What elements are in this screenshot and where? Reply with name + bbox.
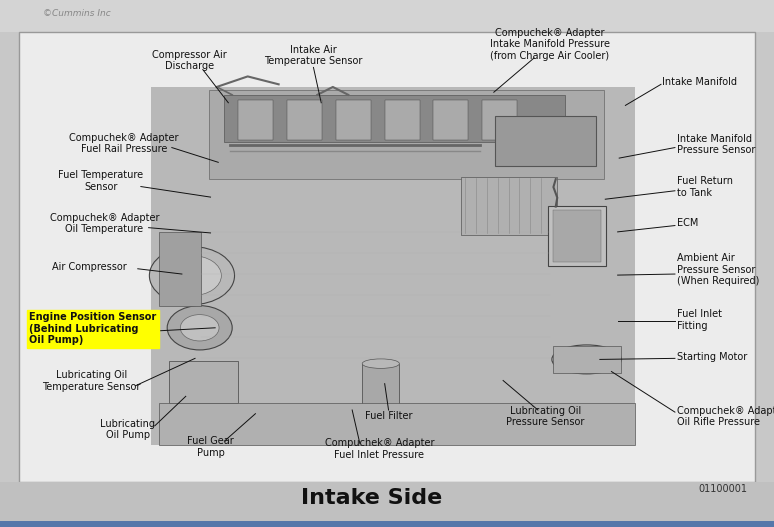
Text: Fuel Gear
Pump: Fuel Gear Pump	[187, 436, 234, 457]
Bar	[159, 232, 201, 306]
Bar	[362, 364, 399, 408]
Text: Fuel Filter: Fuel Filter	[365, 412, 413, 421]
Text: Fuel Temperature
Sensor: Fuel Temperature Sensor	[58, 170, 143, 191]
Circle shape	[180, 315, 219, 341]
Text: Intake Manifold: Intake Manifold	[662, 77, 737, 86]
Bar	[385, 100, 420, 140]
Text: Lubricating
Oil Pump: Lubricating Oil Pump	[100, 419, 156, 440]
Ellipse shape	[362, 359, 399, 368]
Bar	[159, 403, 635, 445]
Text: 01100001: 01100001	[698, 484, 747, 494]
Text: Compressor Air
Discharge: Compressor Air Discharge	[152, 50, 227, 71]
Bar	[0, 521, 774, 527]
Text: Air Compressor: Air Compressor	[52, 262, 126, 271]
Bar	[0, 482, 774, 527]
Text: Fuel Inlet
Fitting: Fuel Inlet Fitting	[677, 309, 722, 330]
Bar	[200, 232, 548, 361]
Bar	[553, 210, 601, 262]
Text: Lubricating Oil
Temperature Sensor: Lubricating Oil Temperature Sensor	[42, 370, 141, 392]
Bar	[461, 177, 557, 235]
Circle shape	[163, 256, 221, 296]
Bar	[548, 206, 606, 266]
Bar	[336, 100, 371, 140]
Text: Fuel Return
to Tank: Fuel Return to Tank	[677, 177, 733, 198]
Bar	[495, 116, 596, 166]
Text: ©Cummins Inc: ©Cummins Inc	[43, 8, 111, 18]
Bar	[151, 87, 635, 445]
Bar	[433, 100, 468, 140]
Bar	[0, 0, 774, 32]
Ellipse shape	[552, 345, 622, 374]
Text: Compuchek® Adapter
Oil Rifle Pressure: Compuchek® Adapter Oil Rifle Pressure	[677, 406, 774, 427]
Circle shape	[167, 306, 232, 350]
Bar	[287, 100, 322, 140]
Bar	[238, 408, 289, 435]
Text: Intake Air
Temperature Sensor: Intake Air Temperature Sensor	[264, 45, 363, 66]
Text: Compuchek® Adapter
Fuel Inlet Pressure: Compuchek® Adapter Fuel Inlet Pressure	[324, 438, 434, 460]
Text: Intake Side: Intake Side	[301, 488, 442, 508]
Bar	[238, 100, 273, 140]
Text: Engine Position Sensor
(Behind Lubricating
Oil Pump): Engine Position Sensor (Behind Lubricati…	[29, 313, 156, 345]
Bar	[482, 100, 517, 140]
Text: Intake Manifold
Pressure Sensor: Intake Manifold Pressure Sensor	[677, 134, 755, 155]
Text: Starting Motor: Starting Motor	[677, 353, 748, 362]
Bar	[19, 32, 755, 482]
Text: Ambient Air
Pressure Sensor
(When Required): Ambient Air Pressure Sensor (When Requir…	[677, 253, 759, 286]
Bar	[224, 95, 565, 142]
Circle shape	[149, 247, 235, 305]
Text: ECM: ECM	[677, 219, 699, 228]
Text: Compuchek® Adapter
Intake Manifold Pressure
(from Charge Air Cooler): Compuchek® Adapter Intake Manifold Press…	[489, 28, 610, 61]
Text: Compuchek® Adapter
Fuel Rail Pressure: Compuchek® Adapter Fuel Rail Pressure	[69, 133, 179, 154]
Bar	[553, 346, 621, 373]
Bar	[169, 361, 238, 403]
Text: Lubricating Oil
Pressure Sensor: Lubricating Oil Pressure Sensor	[506, 406, 585, 427]
Bar	[209, 90, 604, 179]
Text: Compuchek® Adapter
Oil Temperature: Compuchek® Adapter Oil Temperature	[50, 213, 159, 234]
